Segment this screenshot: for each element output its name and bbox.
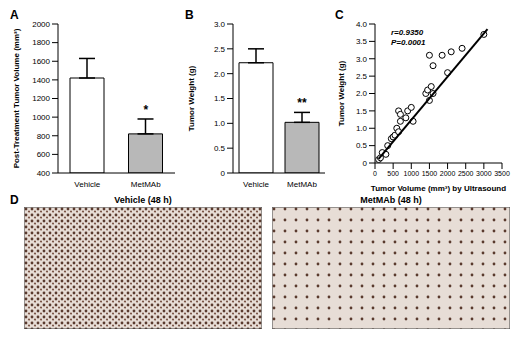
svg-text:1400: 1400	[32, 76, 50, 85]
html-text:r=0.9350: r=0.9350	[391, 28, 424, 37]
svg-text:500: 500	[387, 170, 399, 177]
svg-text:0: 0	[373, 170, 377, 177]
svg-text:3.0: 3.0	[356, 55, 368, 64]
html-text:MetMAb (48 h): MetMAb (48 h)	[360, 195, 422, 205]
svg-text:2.0: 2.0	[356, 89, 368, 98]
svg-text:2000: 2000	[32, 20, 50, 29]
svg-text:1000: 1000	[403, 170, 419, 177]
svg-text:MetMAb: MetMAb	[131, 180, 161, 189]
svg-text:MetMAb: MetMAb	[287, 180, 317, 189]
svg-text:3.0: 3.0	[214, 20, 226, 29]
svg-text:1.0: 1.0	[214, 119, 226, 128]
html-text:P=0.0001: P=0.0001	[391, 38, 426, 47]
svg-text:**: **	[297, 96, 307, 110]
svg-text:1600: 1600	[32, 57, 50, 66]
svg-text:1000: 1000	[32, 113, 50, 122]
svg-text:Tumor Volume (mm³) by Ultrasou: Tumor Volume (mm³) by Ultrasound	[371, 184, 506, 193]
svg-text:*: *	[143, 103, 148, 117]
svg-text:1.0: 1.0	[356, 124, 368, 133]
svg-text:0: 0	[363, 159, 368, 168]
svg-text:Vehicle: Vehicle	[243, 180, 269, 189]
html-text:B: B	[185, 8, 194, 22]
svg-text:1800: 1800	[32, 38, 50, 47]
svg-text:400: 400	[37, 169, 51, 178]
svg-text:3500: 3500	[494, 170, 510, 177]
svg-text:600: 600	[37, 150, 51, 159]
svg-text:2.0: 2.0	[214, 70, 226, 79]
svg-text:Vehicle: Vehicle	[74, 180, 100, 189]
svg-text:2.5: 2.5	[356, 72, 368, 81]
svg-text:2500: 2500	[458, 170, 474, 177]
svg-text:2.5: 2.5	[214, 45, 226, 54]
svg-text:2000: 2000	[440, 170, 456, 177]
svg-text:0.5: 0.5	[356, 141, 368, 150]
html-text:D: D	[10, 193, 19, 207]
svg-text:4.0: 4.0	[356, 20, 368, 29]
html-text:A: A	[10, 8, 19, 22]
svg-text:1.5: 1.5	[214, 94, 226, 103]
svg-text:1.5: 1.5	[356, 107, 368, 116]
html-text:C: C	[335, 8, 344, 22]
svg-text:1500: 1500	[422, 170, 438, 177]
html-text:Vehicle (48 h): Vehicle (48 h)	[114, 195, 172, 205]
svg-text:800: 800	[37, 132, 51, 141]
svg-text:3.5: 3.5	[356, 37, 368, 46]
svg-text:0: 0	[221, 169, 226, 178]
svg-text:Tumor Weight (g): Tumor Weight (g)	[187, 65, 196, 131]
svg-text:Tumor Weight (g): Tumor Weight (g)	[337, 60, 346, 126]
svg-text:1200: 1200	[32, 94, 50, 103]
svg-text:3000: 3000	[476, 170, 492, 177]
svg-text:Post-Treatment Tumor Volume (m: Post-Treatment Tumor Volume (mm³)	[12, 28, 21, 168]
svg-text:0.5: 0.5	[214, 144, 226, 153]
